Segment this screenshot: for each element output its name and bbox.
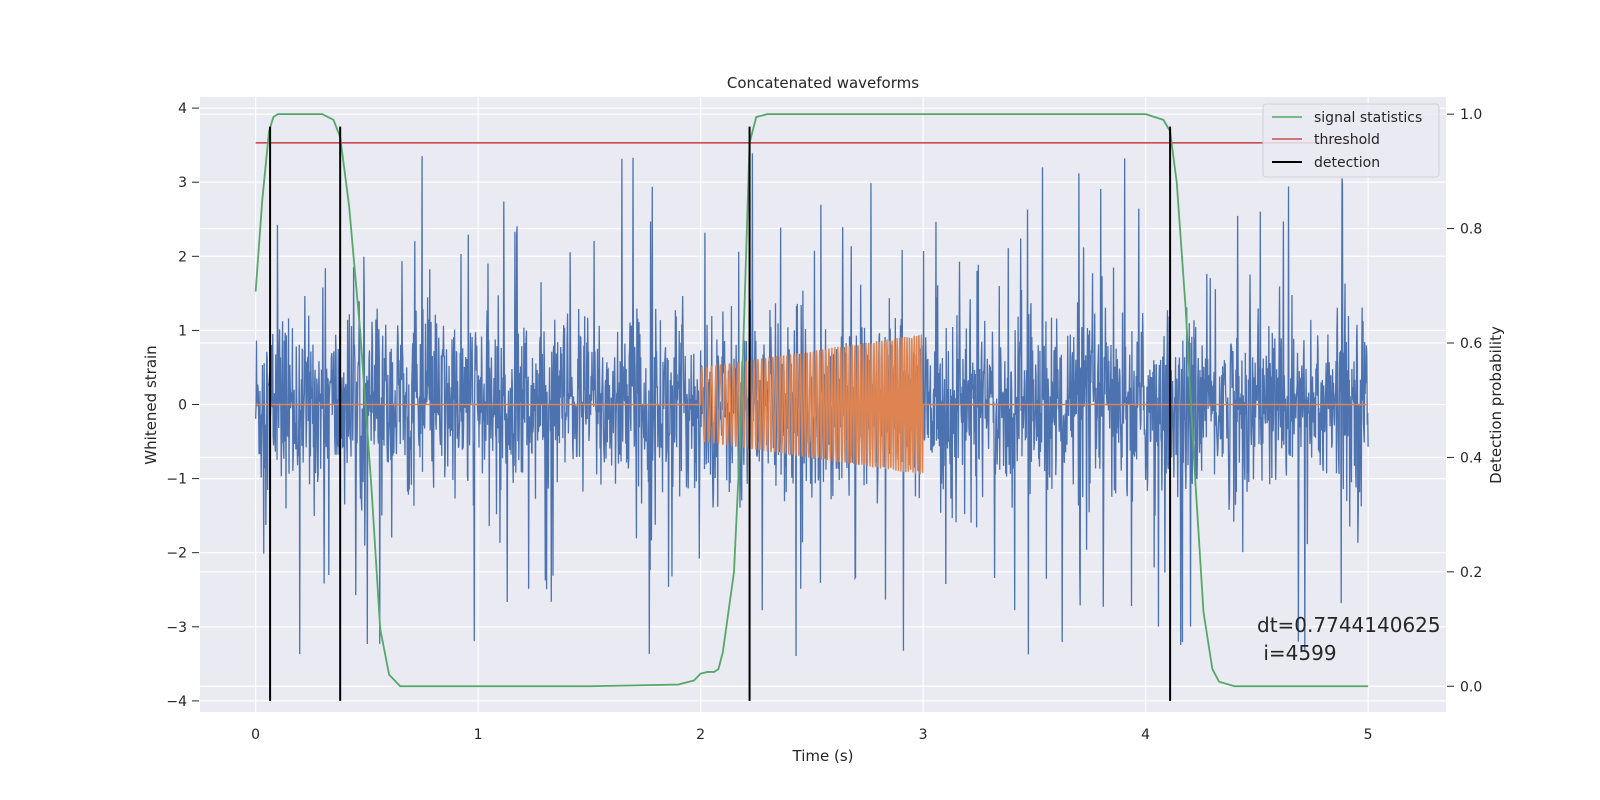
legend-label-detection: detection	[1314, 155, 1380, 171]
legend-label-signal-statistics: signal statistics	[1314, 110, 1422, 126]
x-tick-label: 3	[919, 727, 928, 743]
injection-series	[255, 334, 1369, 475]
x-tick-label: 1	[474, 727, 483, 743]
y-tick-label: 1	[178, 323, 187, 339]
y2-tick-label: 1.0	[1460, 107, 1482, 123]
y-axis-label: Whitened strain	[142, 345, 160, 464]
y-tick-label: −4	[166, 694, 187, 710]
signal-statistics-series	[254, 113, 1369, 688]
chart-title: Concatenated waveforms	[727, 74, 919, 92]
y-tick-label: −2	[166, 546, 187, 562]
x-tick-label: 4	[1141, 727, 1150, 743]
noise-line	[254, 153, 1369, 656]
x-axis: 0 1 2 3 4 5	[251, 727, 1372, 743]
y-tick-label: 2	[178, 249, 187, 265]
y-axis-right: 0.0 0.2 0.4 0.6 0.8 1.0	[1447, 107, 1482, 695]
x-tick-label: 0	[251, 727, 260, 743]
y2-tick-label: 0.4	[1460, 450, 1482, 466]
y-tick-label: 0	[178, 398, 187, 414]
annotation-index: i=4599	[1257, 641, 1337, 665]
signal-statistics-line	[254, 113, 1369, 688]
y-tick-label: −3	[166, 620, 187, 636]
y2-tick-label: 0.0	[1460, 679, 1482, 695]
legend-label-threshold: threshold	[1314, 132, 1380, 148]
noise-series	[254, 153, 1369, 656]
y2-tick-label: 0.6	[1460, 336, 1482, 352]
x-tick-label: 5	[1364, 727, 1373, 743]
annotation-dt: dt=0.7744140625	[1257, 613, 1441, 637]
y-tick-label: −1	[166, 472, 187, 488]
injection-line	[255, 334, 1369, 475]
y-axis-left: −4 −3 −2 −1 0 1 2 3 4	[166, 101, 199, 710]
x-tick-label: 2	[696, 727, 705, 743]
y2-tick-label: 0.8	[1460, 222, 1482, 238]
y-axis-right-label: Detection probability	[1487, 326, 1505, 484]
legend-box	[1262, 103, 1440, 178]
y2-tick-label: 0.2	[1460, 565, 1482, 581]
legend: signal statistics threshold detection	[1262, 103, 1440, 178]
x-axis-label: Time (s)	[792, 747, 854, 765]
detection-lines	[269, 126, 1172, 701]
y-tick-label: 4	[178, 101, 187, 117]
y-tick-label: 3	[178, 175, 187, 191]
